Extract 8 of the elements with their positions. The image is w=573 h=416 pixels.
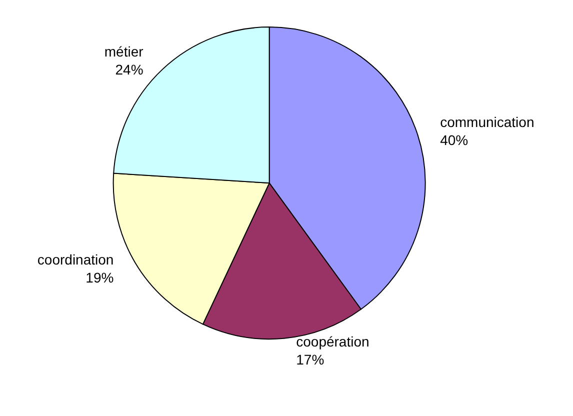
slice-label: coordination [37, 252, 114, 268]
data-label: 19% [86, 270, 114, 286]
slice-label: métier [104, 44, 144, 60]
data-label: 17% [296, 351, 324, 368]
slice-label: communication [440, 114, 534, 130]
data-label: 24% [115, 62, 144, 78]
data-label: 40% [440, 132, 468, 148]
slice-label: coopération [296, 333, 370, 350]
